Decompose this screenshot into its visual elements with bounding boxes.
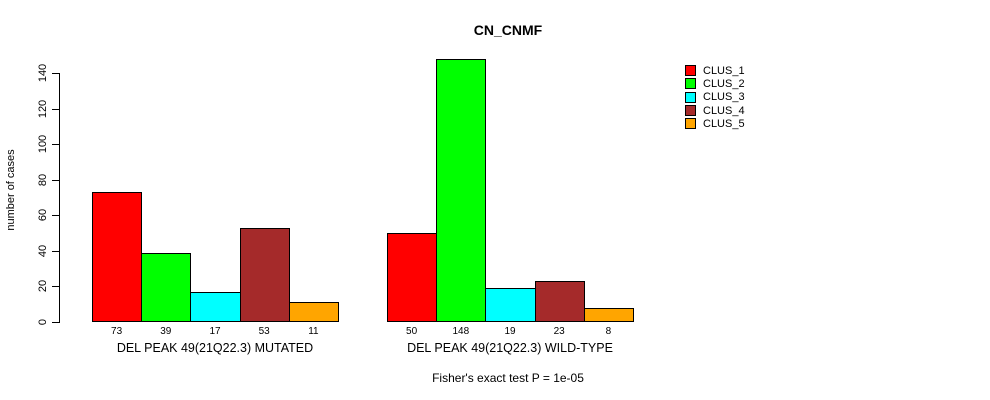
legend-label: CLUS_5 [703,117,745,130]
bar-value-label: 53 [258,326,270,337]
y-axis-tick-label: 60 [37,209,49,222]
y-axis-tick-mark [52,215,59,217]
bar-value-label: 148 [452,326,470,337]
bar-value-label: 17 [209,326,221,337]
bar-value-label: 50 [406,326,418,337]
legend-item: CLUS_3 [685,91,745,104]
legend-swatch-icon [685,91,696,103]
y-axis-line [59,73,60,323]
bar-clus_4 [534,281,585,322]
bar-clus_5 [583,307,634,322]
y-axis-tick-mark [52,108,59,110]
bar-clus_4 [239,227,290,322]
legend-swatch-icon [685,105,696,117]
y-axis-tick-mark [52,73,59,74]
bar-clus_3 [485,288,536,322]
y-axis-tick-label: 20 [37,280,49,293]
y-axis-tick-label: 100 [37,134,49,154]
annotation-text: Fisher's exact test P = 1e-05 [432,371,584,385]
legend-item: CLUS_2 [685,77,745,90]
y-axis-tick-label: 140 [37,63,49,83]
y-axis-tick-mark [52,250,59,252]
bar-clus_2 [141,252,192,322]
legend-swatch-icon [685,118,696,130]
legend-label: CLUS_2 [703,77,745,90]
y-axis-tick-label: 80 [37,173,49,186]
y-axis-tick-mark [52,322,59,323]
bar-value-label: 39 [160,326,172,337]
bar-value-label: 8 [605,326,612,337]
bar-clus_5 [288,302,339,322]
y-axis-tick-mark [52,144,59,146]
y-axis-tick-label: 40 [37,244,49,257]
bar-clus_2 [436,58,487,322]
bar-clus_3 [190,291,241,322]
bar-value-label: 19 [504,326,516,337]
y-axis-tick-mark [52,286,59,288]
legend-item: CLUS_4 [685,104,745,117]
legend-swatch-icon [685,78,696,90]
y-axis-label: number of cases [5,149,17,231]
bar-value-label: 73 [111,326,123,337]
bar-clus_1 [92,192,143,322]
bar-value-label: 11 [308,326,319,337]
chart-title: CN_CNMF [473,22,543,38]
y-axis-tick-label: 0 [37,318,49,326]
legend-label: CLUS_1 [703,64,745,77]
legend-item: CLUS_1 [685,64,745,77]
y-axis-tick-label: 120 [37,99,49,118]
legend-swatch-icon [685,65,696,77]
legend-label: CLUS_3 [703,91,745,104]
bar-value-label: 23 [553,326,565,337]
legend: CLUS_1 CLUS_2 CLUS_3 CLUS_4 CLUS_5 [685,64,745,130]
x-axis-group-label: DEL PEAK 49(21Q22.3) MUTATED [116,341,314,355]
legend-item: CLUS_5 [685,117,745,130]
x-axis-group-label: DEL PEAK 49(21Q22.3) WILD-TYPE [407,341,613,355]
y-axis-tick-mark [52,179,59,181]
bar-clus_1 [387,233,438,322]
legend-label: CLUS_4 [703,104,745,117]
